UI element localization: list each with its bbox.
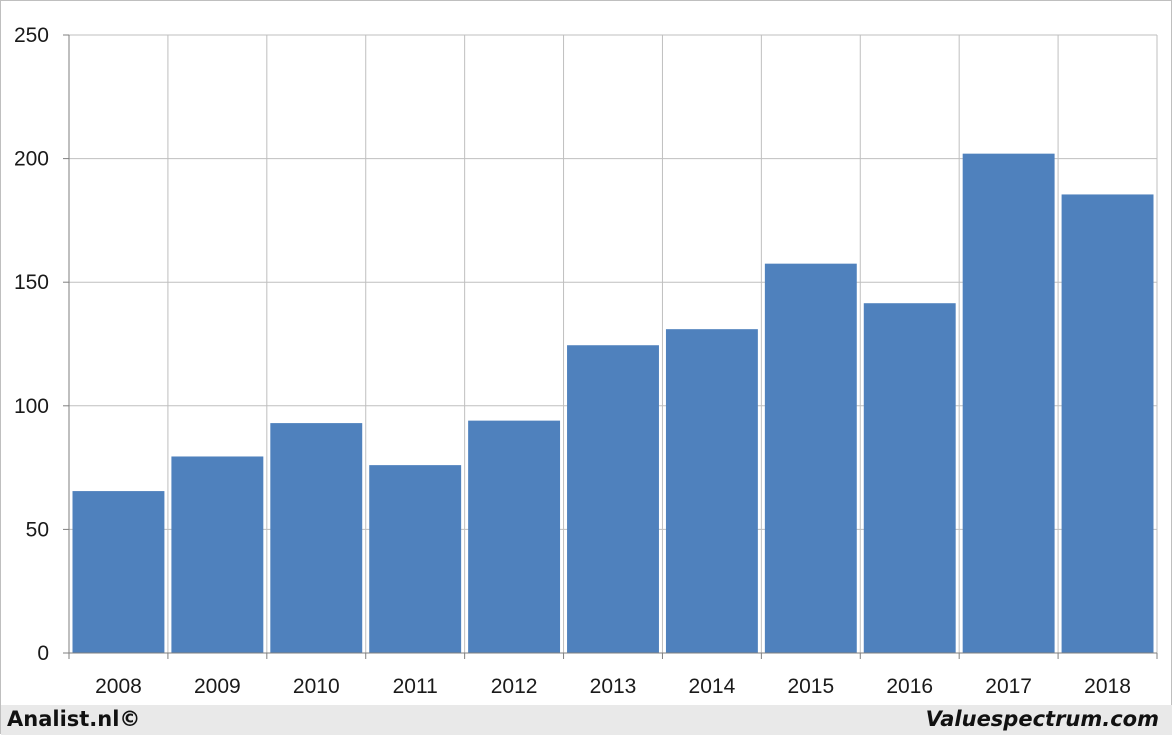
bar [468, 420, 561, 653]
bars [72, 153, 1154, 653]
x-tick-label: 2012 [491, 675, 538, 698]
bar [72, 491, 165, 653]
x-tick-label: 2010 [293, 675, 340, 698]
grid-lines [69, 34, 1158, 653]
analist-credit: Analist.nl© [7, 707, 141, 731]
x-tick-label: 2008 [95, 675, 142, 698]
bar [665, 329, 758, 653]
y-tick-label: 150 [14, 271, 49, 294]
bar [369, 465, 462, 653]
bar [962, 153, 1055, 653]
footer-bar: Analist.nl© Valuespectrum.com [1, 705, 1172, 735]
bar [764, 263, 857, 653]
x-tick-label: 2011 [393, 675, 438, 698]
axes [63, 34, 1158, 659]
x-tick-label: 2018 [1084, 675, 1131, 698]
bar [171, 456, 264, 653]
bar [567, 345, 659, 653]
bar [863, 303, 956, 653]
y-tick-label: 200 [14, 148, 49, 171]
x-tick-label: 2009 [194, 675, 241, 698]
x-tick-label: 2014 [689, 675, 736, 698]
x-tick-label: 2013 [590, 675, 637, 698]
y-tick-label: 250 [14, 24, 49, 47]
tick-labels: 0 50 100 150 200 250 2008 2009 2010 2011 2012 2013 2… [14, 24, 1131, 698]
x-tick-label: 2016 [886, 675, 933, 698]
bar [270, 423, 363, 653]
x-tick-label: 2017 [985, 675, 1032, 698]
valuespectrum-credit: Valuespectrum.com [925, 707, 1159, 731]
bar [1061, 194, 1154, 653]
x-tick-label: 2015 [787, 675, 834, 698]
y-tick-label: 50 [26, 518, 49, 541]
y-tick-label: 0 [37, 642, 49, 665]
y-tick-label: 100 [14, 395, 49, 418]
bar-chart: 0 50 100 150 200 250 2008 2009 2010 2011 2012 2013 2… [14, 24, 1158, 698]
